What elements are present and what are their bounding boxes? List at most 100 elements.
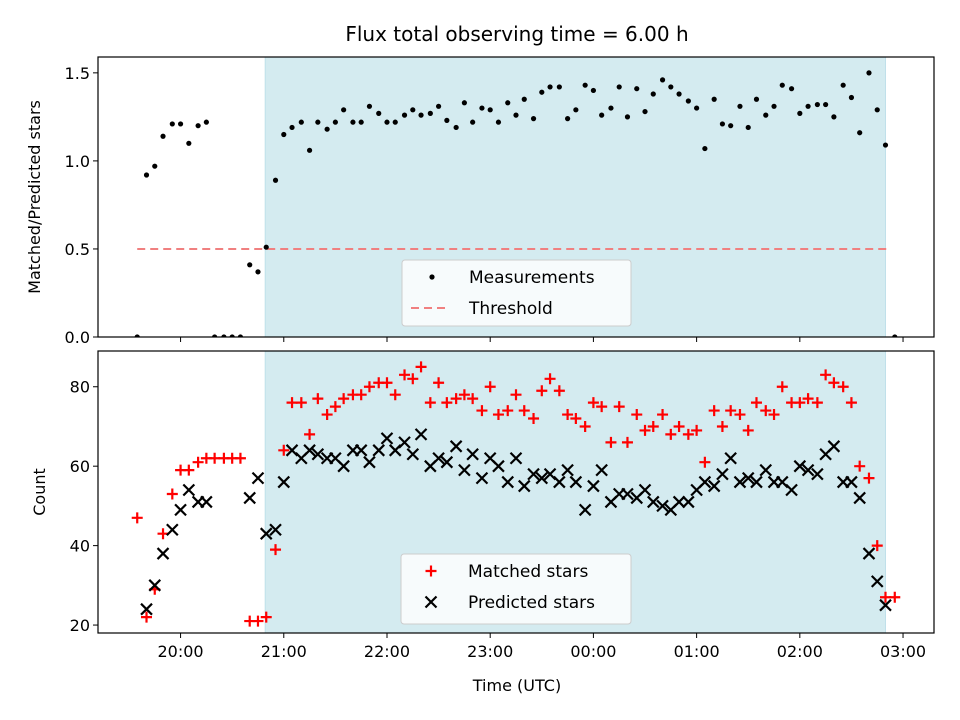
predicted-star-point xyxy=(269,523,282,537)
measurement-point xyxy=(711,96,717,102)
predicted-star-point xyxy=(182,483,196,497)
matched-star-point xyxy=(596,401,608,413)
measurement-point xyxy=(169,121,175,127)
y-axis-label: Count xyxy=(30,468,49,516)
measurement-point xyxy=(324,126,330,132)
matched-star-point xyxy=(502,405,514,417)
matched-star-point xyxy=(399,369,411,381)
matched-star-point xyxy=(381,377,393,389)
measurement-point xyxy=(392,119,398,125)
predicted-star-point xyxy=(311,447,325,461)
measurement-point xyxy=(745,124,751,131)
measurement-point xyxy=(376,110,382,116)
measurement-point xyxy=(857,130,863,136)
predicted-star-point xyxy=(750,475,763,489)
measurement-point xyxy=(186,140,192,146)
measurement-point xyxy=(797,110,803,116)
matched-star-point xyxy=(828,377,840,389)
predicted-star-point xyxy=(259,527,273,540)
chart-title: Flux total observing time = 6.00 h xyxy=(345,22,688,46)
predicted-star-point xyxy=(166,523,179,537)
y-tick-label: 60 xyxy=(70,457,90,476)
measurement-point xyxy=(650,91,656,97)
predicted-star-point xyxy=(277,475,291,489)
matched-star-point xyxy=(605,436,617,448)
x-tick-label: 03:00 xyxy=(880,642,926,661)
matched-star-point xyxy=(845,397,857,409)
legend: Matched stars Predicted stars xyxy=(400,553,632,625)
measurement-point xyxy=(401,112,408,118)
legend-label: Measurements xyxy=(469,268,595,288)
matched-star-point xyxy=(811,397,823,409)
matched-star-point xyxy=(415,361,427,373)
predicted-star-point xyxy=(363,455,376,469)
predicted-star-point xyxy=(733,475,747,489)
measurement-point xyxy=(608,105,614,111)
matched-star-point xyxy=(338,393,350,405)
measurement-point xyxy=(599,112,605,118)
predicted-star-point xyxy=(672,495,686,509)
measurement-point xyxy=(788,86,795,92)
y-tick-label: 80 xyxy=(70,378,90,397)
measurement-point xyxy=(659,77,666,83)
measurement-point xyxy=(221,334,227,337)
predicted-star-point xyxy=(432,451,445,465)
x-tick-label: 21:00 xyxy=(261,642,307,661)
measurement-point xyxy=(676,91,682,97)
predicted-star-point xyxy=(862,547,876,560)
matched-star-point xyxy=(467,393,479,405)
measurement-point xyxy=(539,89,545,95)
measurement-point xyxy=(590,87,597,94)
measurement-point xyxy=(582,82,588,88)
measurement-point xyxy=(763,112,769,118)
measurement-point xyxy=(728,123,734,129)
measurement-point xyxy=(513,112,519,118)
matched-star-point xyxy=(441,397,453,409)
matched-star-point xyxy=(794,397,806,409)
matched-star-point xyxy=(355,389,367,401)
matched-star-point xyxy=(234,452,246,464)
predicted-star-point xyxy=(475,471,489,485)
matched-star-point xyxy=(450,393,462,405)
measurement-point xyxy=(831,114,837,120)
matched-star-point xyxy=(492,409,504,421)
legend-label: Matched stars xyxy=(468,562,588,582)
legend-marker-matched xyxy=(425,565,437,577)
matched-star-point xyxy=(329,401,341,413)
y-tick-label: 1.5 xyxy=(65,64,90,83)
x-tick-label: 01:00 xyxy=(674,642,720,661)
predicted-star-point xyxy=(621,487,634,501)
legend-marker-measurements xyxy=(429,274,435,280)
measurement-point xyxy=(272,177,279,183)
matched-star-point xyxy=(673,420,685,432)
predicted-star-point xyxy=(200,495,213,509)
measurement-point xyxy=(573,107,579,113)
x-tick-label: 02:00 xyxy=(777,642,823,661)
axes-frame xyxy=(97,350,935,634)
x-tick-label: 20:00 xyxy=(158,642,204,661)
measurement-point xyxy=(866,70,872,76)
measurement-point xyxy=(358,119,364,125)
matched-star-point xyxy=(252,615,264,627)
matched-star-point xyxy=(183,464,195,476)
matched-star-point xyxy=(776,381,788,393)
predicted-star-point xyxy=(527,467,540,481)
matched-star-point xyxy=(424,397,436,409)
matched-star-point xyxy=(647,420,659,432)
x-tick-label: 00:00 xyxy=(570,642,616,661)
measurement-point xyxy=(814,101,820,108)
measurement-point xyxy=(247,262,253,268)
measurement-point xyxy=(229,334,235,337)
predicted-star-point xyxy=(578,503,592,517)
predicted-star-point xyxy=(243,491,256,505)
matched-star-point xyxy=(433,377,445,389)
predicted-star-point xyxy=(785,483,798,497)
matched-star-point xyxy=(750,397,762,409)
measurement-point xyxy=(350,119,356,125)
measurement-point xyxy=(332,119,338,125)
matched-star-point xyxy=(518,405,530,417)
measurement-point xyxy=(505,100,511,106)
measurement-point xyxy=(556,84,562,90)
axes-frame xyxy=(97,56,935,338)
predicted-star-point xyxy=(174,503,187,517)
